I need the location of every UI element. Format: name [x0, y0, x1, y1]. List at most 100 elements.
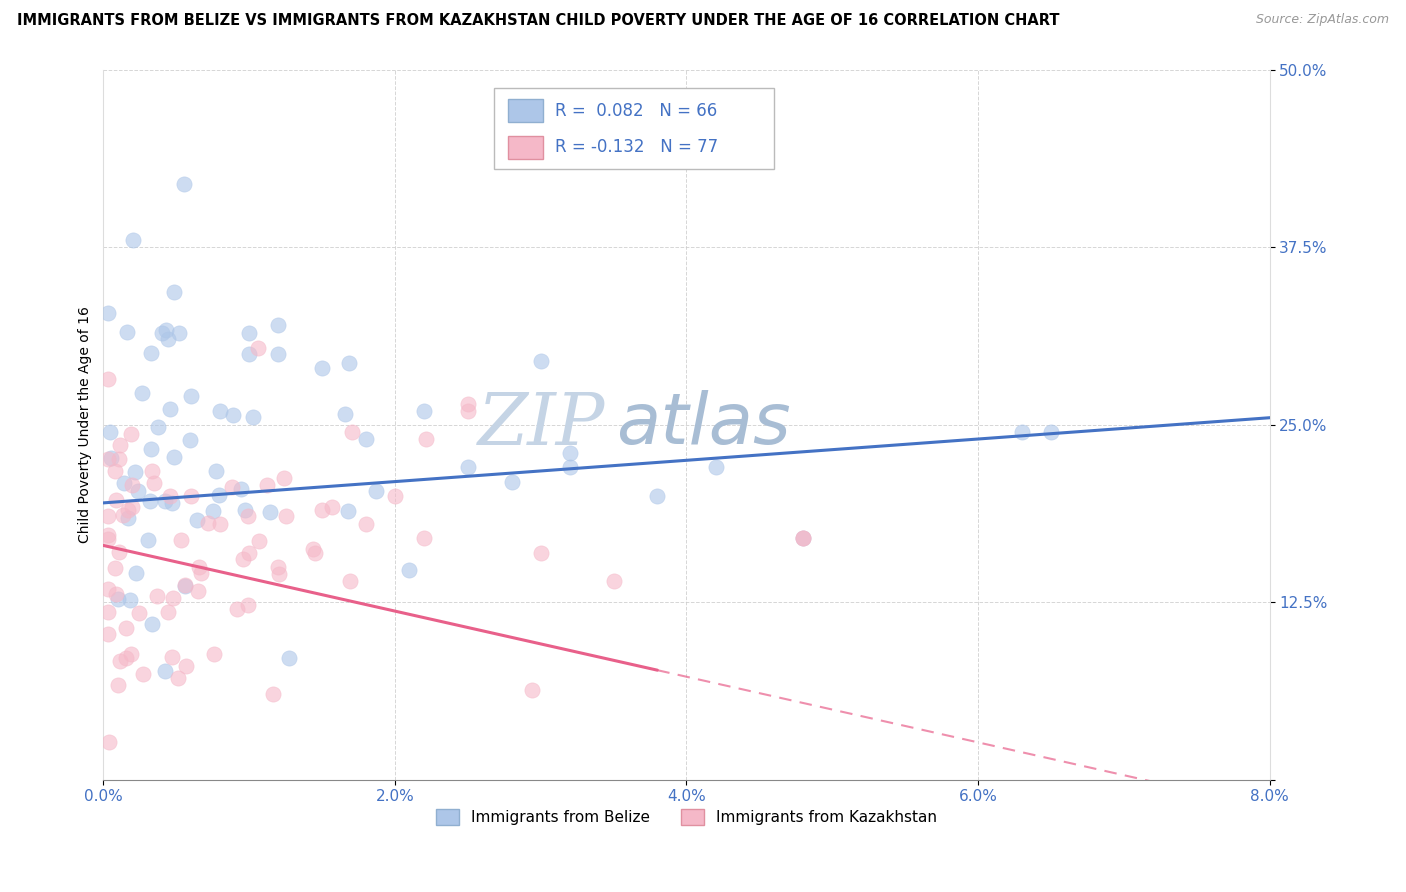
Point — [333, 408, 356, 422]
Point — [170, 533, 193, 547]
Point — [269, 567, 291, 582]
Point — [242, 409, 264, 424]
Point — [100, 450, 122, 465]
Point — [179, 434, 201, 448]
Point — [457, 396, 479, 410]
FancyBboxPatch shape — [494, 87, 773, 169]
Point — [201, 504, 224, 518]
Point — [413, 532, 436, 546]
Point — [558, 446, 581, 460]
Point — [173, 579, 195, 593]
Point — [558, 460, 581, 475]
Point — [311, 503, 333, 517]
Point — [104, 464, 127, 478]
Point — [107, 591, 129, 606]
Text: Source: ZipAtlas.com: Source: ZipAtlas.com — [1256, 13, 1389, 27]
Point — [457, 460, 479, 475]
Point — [231, 482, 253, 496]
Point — [311, 361, 333, 376]
Point — [256, 478, 278, 492]
Point — [174, 658, 197, 673]
Point — [366, 484, 388, 499]
Point — [186, 583, 208, 598]
Point — [136, 533, 159, 548]
Point — [125, 566, 148, 581]
Point — [117, 511, 139, 525]
Text: atlas: atlas — [616, 391, 792, 459]
Point — [238, 347, 260, 361]
Legend: Immigrants from Belize, Immigrants from Kazakhstan: Immigrants from Belize, Immigrants from … — [436, 809, 936, 825]
Point — [160, 650, 183, 665]
Point — [108, 438, 131, 452]
Point — [208, 488, 231, 502]
Point — [278, 651, 301, 665]
Point — [1011, 425, 1033, 439]
Point — [162, 496, 184, 510]
Point — [143, 476, 166, 491]
Point — [180, 489, 202, 503]
Point — [273, 471, 295, 485]
Point — [337, 504, 360, 518]
Point — [1039, 425, 1062, 439]
Point — [208, 517, 231, 532]
Point — [97, 582, 120, 596]
Point — [98, 735, 121, 749]
Point — [163, 450, 186, 464]
Point — [246, 341, 269, 355]
Point — [302, 542, 325, 557]
Point — [180, 389, 202, 403]
Point — [97, 626, 120, 640]
Point — [98, 425, 121, 439]
Point — [530, 545, 553, 559]
Point — [97, 605, 120, 619]
Point — [340, 425, 363, 440]
Point — [167, 671, 190, 685]
Point — [121, 500, 143, 514]
Point — [128, 606, 150, 620]
Point — [146, 589, 169, 603]
Point — [704, 460, 727, 475]
Point — [111, 508, 134, 522]
Point — [337, 356, 360, 370]
Point — [115, 325, 138, 339]
Point — [159, 489, 181, 503]
Point — [501, 475, 523, 489]
Point — [131, 385, 153, 400]
Point — [354, 432, 377, 446]
Point — [188, 559, 211, 574]
Point — [792, 532, 814, 546]
Point — [645, 489, 668, 503]
Point — [107, 677, 129, 691]
Bar — [508, 99, 543, 122]
Point — [121, 478, 143, 492]
Point — [232, 552, 254, 566]
Point — [114, 651, 136, 665]
Point — [155, 323, 177, 337]
Point — [197, 516, 219, 531]
Point — [157, 605, 180, 619]
Point — [97, 306, 120, 320]
Point — [146, 420, 169, 434]
Point — [159, 401, 181, 416]
Point — [457, 403, 479, 417]
Text: R =  0.082   N = 66: R = 0.082 N = 66 — [555, 102, 717, 120]
Point — [117, 503, 139, 517]
Point — [97, 528, 120, 542]
Point — [205, 464, 228, 478]
Point — [150, 326, 173, 340]
Point — [520, 682, 543, 697]
Point — [156, 332, 179, 346]
Point — [238, 545, 260, 559]
Point — [221, 480, 243, 494]
Point — [792, 532, 814, 546]
Point — [162, 591, 184, 605]
Point — [153, 494, 176, 508]
Text: ZIP: ZIP — [478, 390, 605, 460]
Point — [141, 464, 163, 478]
Point — [97, 372, 120, 386]
Point — [267, 318, 290, 333]
Point — [139, 345, 162, 359]
Point — [163, 285, 186, 299]
Point — [115, 621, 138, 635]
Y-axis label: Child Poverty Under the Age of 16: Child Poverty Under the Age of 16 — [79, 306, 93, 543]
